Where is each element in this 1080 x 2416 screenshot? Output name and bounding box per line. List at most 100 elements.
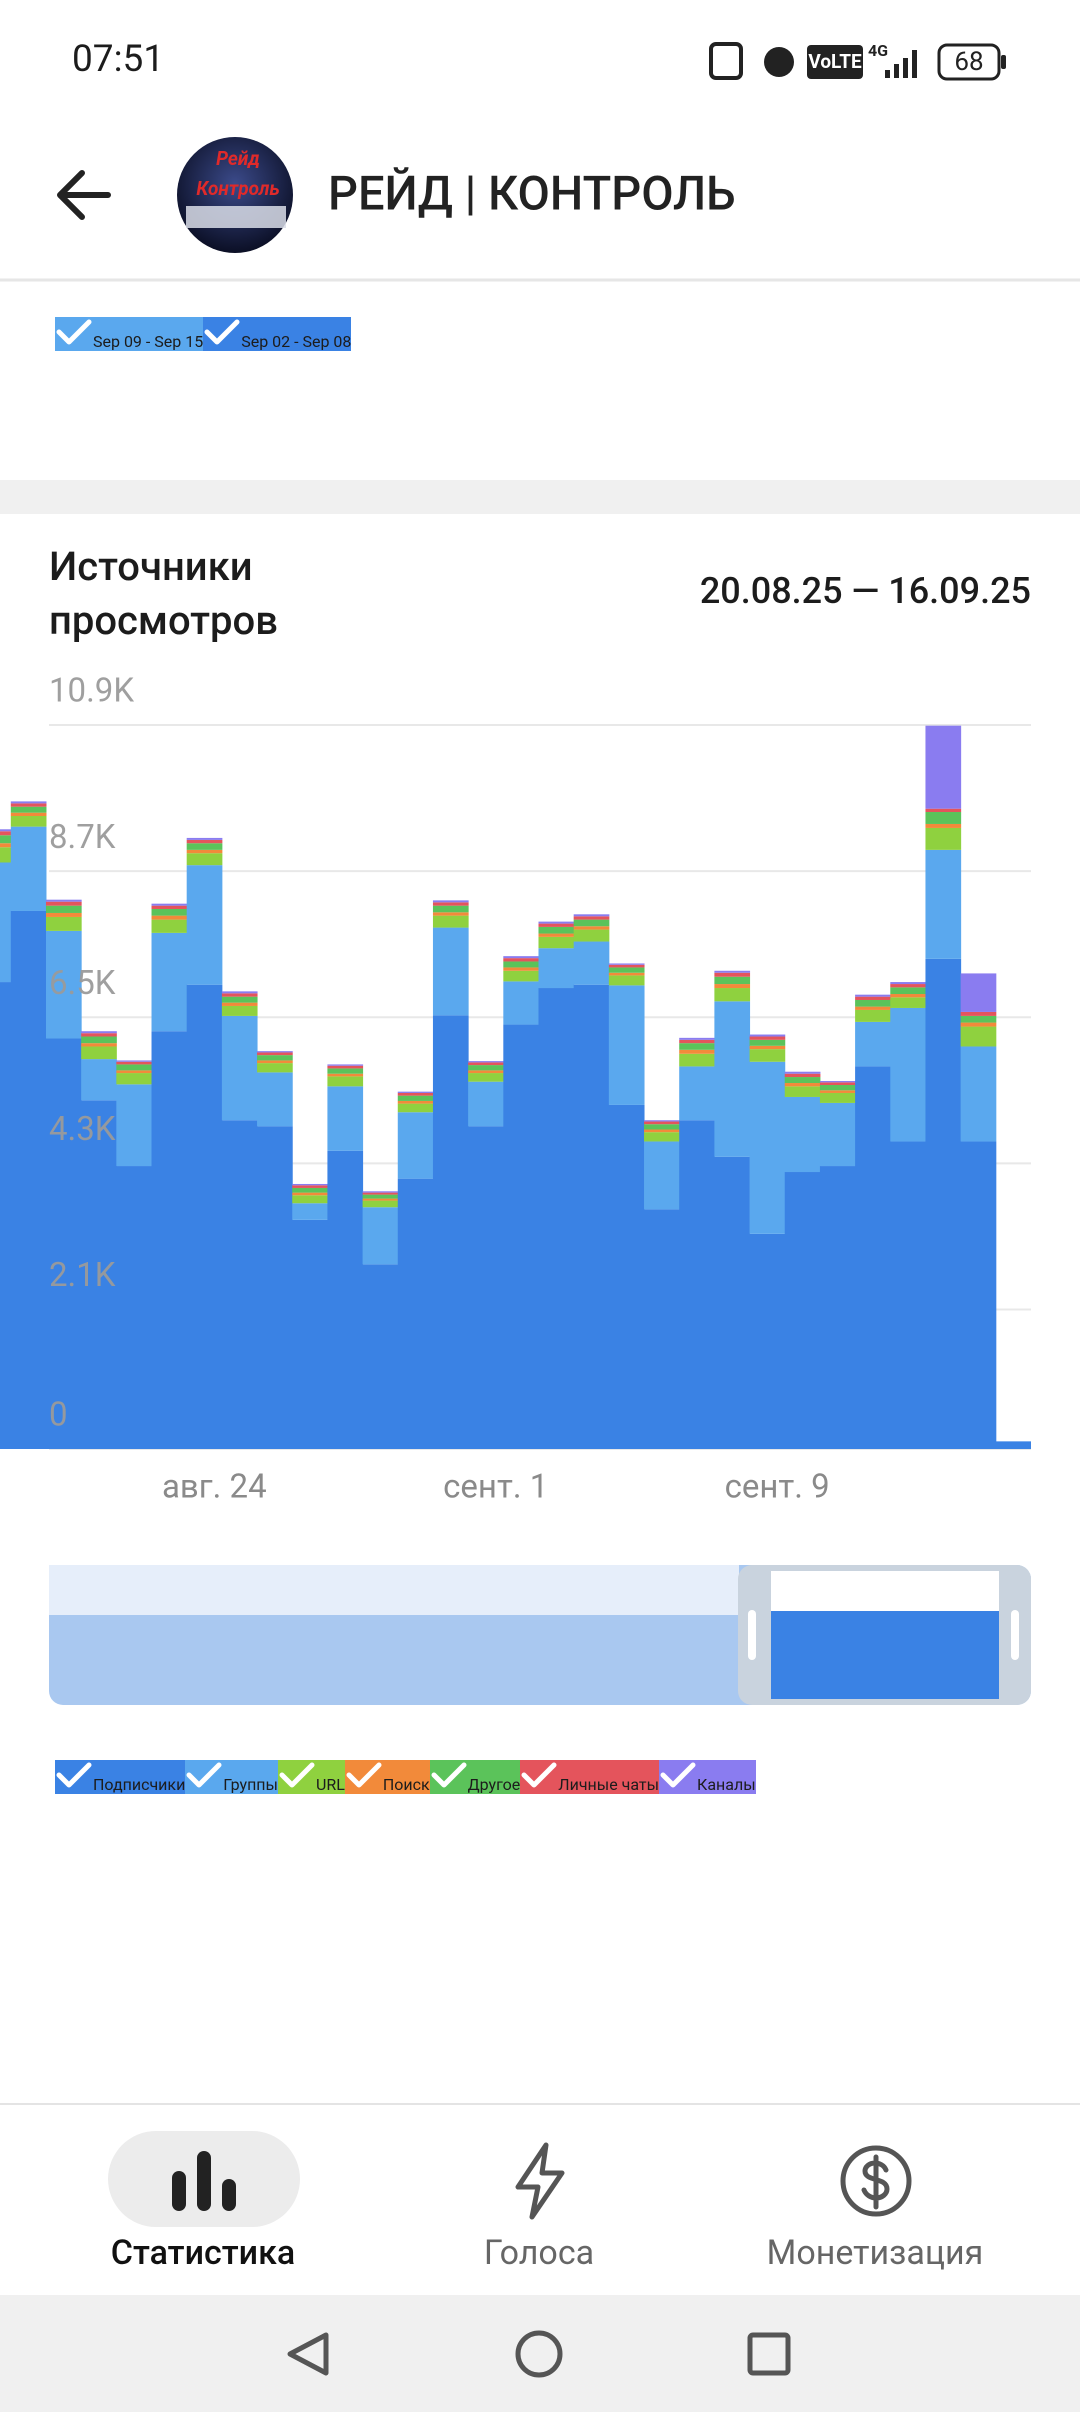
bar-segment xyxy=(890,984,926,988)
bar-segment xyxy=(116,1084,153,1167)
y-tick-label: 2.1K xyxy=(49,1256,116,1295)
nav-label[interactable]: Статистика xyxy=(110,2233,296,2273)
bar-segment xyxy=(292,1203,328,1220)
check-icon xyxy=(431,1762,467,1788)
bar-segment xyxy=(749,1034,786,1037)
bar-segment xyxy=(10,812,47,816)
check-mark xyxy=(56,319,92,345)
bar-segment xyxy=(45,901,82,906)
bar-segment xyxy=(749,1039,786,1046)
bar-segment xyxy=(257,1052,293,1056)
bar-segment xyxy=(608,963,645,965)
bar-segment xyxy=(995,1441,1031,1449)
range-navigator[interactable] xyxy=(49,1565,1031,1705)
bar-segment xyxy=(855,1006,891,1010)
bar-segment xyxy=(679,1049,715,1054)
bar-segment xyxy=(855,994,891,997)
bar-segment xyxy=(784,1077,821,1084)
bar-segment xyxy=(432,915,469,928)
navigator-window-top xyxy=(771,1571,999,1611)
chip[interactable]: Группы xyxy=(185,1760,278,1794)
recents-key[interactable] xyxy=(747,2332,791,2376)
bar-segment xyxy=(10,815,47,827)
bar-segment xyxy=(925,849,962,959)
check-mark xyxy=(56,1762,92,1788)
bar-segment xyxy=(292,1183,328,1186)
check-mark xyxy=(186,1762,222,1788)
check-icon xyxy=(186,1762,222,1788)
bar-segment xyxy=(855,999,891,1007)
bar-segment xyxy=(257,1072,293,1127)
bar-segment xyxy=(960,1011,997,1016)
bar-segment xyxy=(186,865,223,985)
money-icon[interactable] xyxy=(838,2143,914,2219)
bar-segment xyxy=(644,1209,680,1449)
bar-segment xyxy=(221,996,258,1003)
volte-box xyxy=(807,45,863,79)
bar-segment xyxy=(819,1092,856,1103)
bar-segment xyxy=(327,1150,364,1449)
back-key[interactable] xyxy=(287,2332,329,2376)
stats-icon[interactable] xyxy=(168,2149,240,2213)
bar-segment xyxy=(0,829,12,832)
bar-segment xyxy=(749,1061,786,1234)
bar-segment xyxy=(503,970,539,982)
bar-segment xyxy=(151,908,188,916)
chip[interactable]: Подписчики xyxy=(55,1760,186,1794)
bar-segment xyxy=(749,1233,786,1449)
bar-segment xyxy=(432,905,469,913)
bar-segment xyxy=(221,1005,258,1016)
x-tick-label: сент. 9 xyxy=(725,1468,830,1507)
bar-segment xyxy=(257,1063,293,1073)
chip[interactable]: Sep 02 - Sep 08 xyxy=(203,317,352,351)
bar-segment xyxy=(327,1064,364,1066)
home-key[interactable] xyxy=(515,2330,563,2378)
system-nav-icons xyxy=(287,2330,791,2378)
axis-labels: 0 2.1K 4.3K 6.5K 8.7K 10.9K авг. 24 сент. 1 сент… xyxy=(49,672,830,1507)
bar-segment xyxy=(784,1073,821,1078)
navigator-handle[interactable] xyxy=(1011,1610,1019,1660)
bar-segment xyxy=(45,899,82,902)
bar-segment xyxy=(644,1129,680,1133)
chip[interactable]: Каналы xyxy=(659,1760,756,1794)
navigator-handle[interactable] xyxy=(748,1610,756,1660)
chip[interactable]: Другое xyxy=(429,1760,521,1794)
bar-segment xyxy=(397,1103,434,1113)
bar-segment xyxy=(362,1198,399,1201)
check-icon xyxy=(660,1762,696,1788)
chip[interactable]: Поиск xyxy=(344,1760,430,1794)
bar-segment xyxy=(608,964,645,968)
chip[interactable]: Личные чаты xyxy=(520,1760,660,1794)
chip[interactable]: URL xyxy=(277,1760,345,1794)
chip[interactable]: Sep 09 - Sep 15 xyxy=(55,317,204,351)
back-button[interactable] xyxy=(57,170,111,220)
bar-segment xyxy=(925,725,962,809)
bottom-nav: Статистика Голоса Монетизация xyxy=(0,2103,1080,2297)
bar-segment xyxy=(10,801,47,804)
bar-segment xyxy=(397,1100,434,1104)
check-mark xyxy=(521,1762,557,1788)
bar-segment xyxy=(608,972,645,976)
bar-segment xyxy=(960,1026,997,1047)
nav-label[interactable]: Монетизация xyxy=(766,2233,984,2273)
bar-segment xyxy=(819,1090,856,1093)
bar-segment xyxy=(116,1064,153,1071)
bar-segment xyxy=(890,994,926,998)
bar-segment xyxy=(538,988,575,1449)
bar-segment xyxy=(221,991,258,994)
nav-label[interactable]: Голоса xyxy=(483,2233,595,2273)
bar-segment xyxy=(714,970,751,973)
bar-segment xyxy=(679,1066,715,1121)
bar-segment xyxy=(116,1073,153,1085)
bar-segment xyxy=(0,843,12,848)
bar-segment xyxy=(960,1022,997,1027)
bar-segment xyxy=(784,1096,821,1173)
votes-icon[interactable] xyxy=(510,2141,570,2221)
check-mark xyxy=(204,319,240,345)
bar-segment xyxy=(186,837,223,840)
bar-segment xyxy=(679,1039,715,1044)
check-icon xyxy=(56,1762,92,1788)
bar-segment xyxy=(784,1071,821,1074)
bar-segment xyxy=(10,806,47,813)
